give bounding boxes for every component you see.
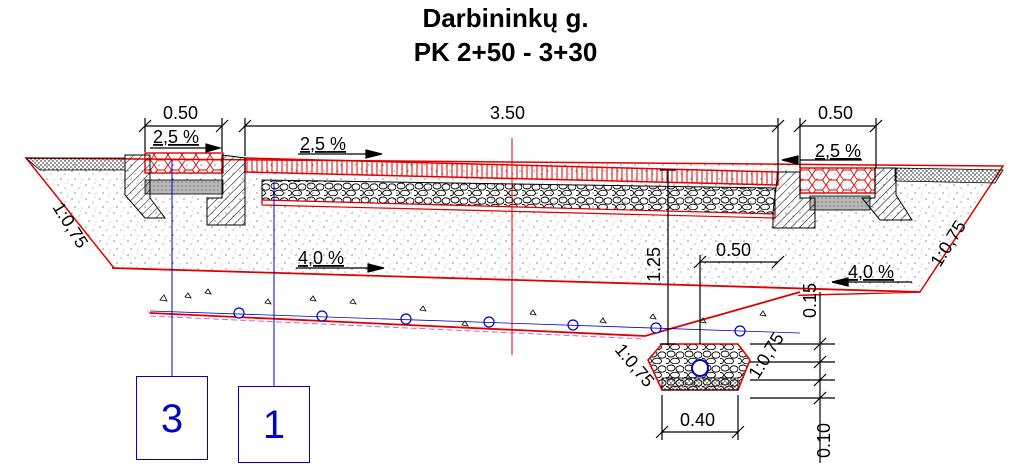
dim-drain-depth-a: 0.15 [800, 283, 820, 318]
curb-left-outer [124, 154, 166, 219]
paving-left [144, 152, 224, 174]
dim-curb-right: 0.50 [818, 103, 853, 123]
drawing-title: Darbininkų g. [422, 3, 589, 33]
dim-curb-left: 0.50 [163, 103, 198, 123]
dimension-lines [138, 118, 883, 463]
callout-3: 3 [136, 376, 208, 460]
drain-pipe [691, 359, 709, 377]
slope-right-top: 2,5 % [815, 141, 861, 161]
callout-1: 1 [238, 386, 310, 463]
dim-drain-width: 0.40 [680, 410, 715, 430]
curb-left-inner [206, 154, 246, 226]
paving-right [799, 167, 876, 194]
drain-bed [661, 377, 739, 391]
dim-drain-depth-b: 0.10 [814, 423, 834, 458]
slope-left-top: 2,5 % [153, 127, 199, 147]
slope-subbase-right: 4,0 % [848, 262, 894, 282]
topsoil-left [24, 157, 126, 171]
bottom-line [149, 291, 801, 337]
topsoil-right [894, 167, 1004, 184]
paving-bed-left [144, 179, 224, 195]
dim-drain-offset: 0.50 [716, 240, 751, 260]
drain-collector-line [149, 310, 801, 334]
bottom-line-inner [149, 315, 646, 340]
paving-bed-right [809, 195, 871, 211]
slope-carriageway: 2,5 % [300, 134, 346, 154]
subbase-line [111, 267, 921, 293]
slope-arrows [150, 143, 912, 287]
curb-right-outer [860, 167, 913, 221]
curb-right-inner [772, 171, 816, 229]
dim-carriageway: 3.50 [490, 103, 525, 123]
dim-depth-total: 1.25 [644, 247, 664, 282]
drawing-subtitle: PK 2+50 - 3+30 [413, 37, 598, 67]
slope-subbase: 4,0 % [298, 248, 344, 268]
aggregate-marks [159, 288, 767, 327]
drain-slope-right: 1:0,75 [744, 329, 787, 382]
